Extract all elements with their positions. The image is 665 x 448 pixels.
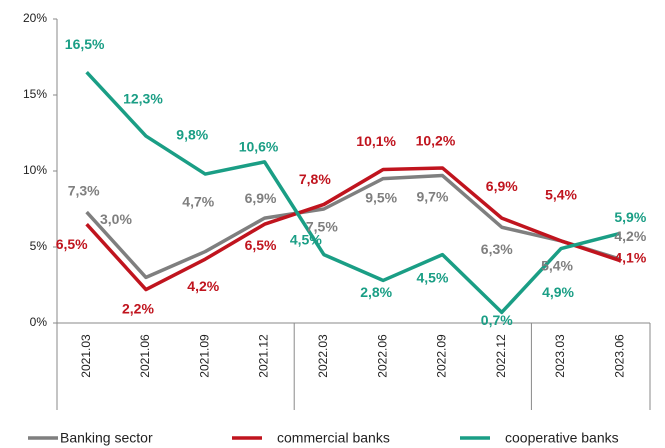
data-label: 4,5% xyxy=(416,269,448,285)
x-tick-label: 2022.09 xyxy=(435,334,449,378)
data-label: 5,9% xyxy=(614,209,646,225)
y-tick-label: 10% xyxy=(23,163,47,177)
data-label: 4,5% xyxy=(290,231,322,247)
data-label: 0,7% xyxy=(481,312,513,328)
x-tick-label: 2021.03 xyxy=(79,334,93,378)
y-tick-label: 15% xyxy=(23,87,47,101)
line-series xyxy=(85,71,621,315)
data-label: 5,4% xyxy=(541,258,573,274)
y-tick-label: 0% xyxy=(30,315,48,329)
x-tick-label: 2023.06 xyxy=(613,334,627,378)
x-tick-label: 2022.12 xyxy=(494,334,508,378)
data-label: 4,2% xyxy=(614,228,646,244)
data-label: 10,6% xyxy=(239,139,279,155)
data-label: 10,2% xyxy=(416,133,456,149)
legend-label: commercial banks xyxy=(277,430,390,446)
data-label: 6,3% xyxy=(481,241,513,257)
data-label: 9,8% xyxy=(176,127,208,143)
line-series xyxy=(85,173,621,280)
x-tick-label: 2023.03 xyxy=(553,334,567,378)
data-label: 2,2% xyxy=(122,300,154,316)
y-tick-label: 20% xyxy=(23,11,47,25)
x-tick-label: 2022.03 xyxy=(316,334,330,378)
y-tick-label: 5% xyxy=(30,239,48,253)
data-label: 7,5% xyxy=(306,219,338,235)
data-label: 6,9% xyxy=(486,178,518,194)
data-label: 7,3% xyxy=(68,183,100,199)
data-label: 3,0% xyxy=(100,211,132,227)
data-label: 4,7% xyxy=(182,193,214,209)
data-label: 7,8% xyxy=(299,171,331,187)
data-label: 9,5% xyxy=(365,189,397,205)
data-label: 9,7% xyxy=(416,188,448,204)
x-tick-label: 2021.12 xyxy=(257,334,271,378)
data-label: 6,9% xyxy=(245,190,277,206)
data-label: 6,5% xyxy=(245,237,277,253)
data-label: 4,2% xyxy=(187,278,219,294)
data-label: 4,1% xyxy=(614,249,646,265)
data-label: 4,9% xyxy=(542,284,574,300)
data-label: 2,8% xyxy=(360,284,392,300)
data-label: 6,5% xyxy=(56,236,88,252)
x-tick-label: 2022.06 xyxy=(375,334,389,378)
legend-label: Banking sector xyxy=(60,430,153,446)
data-label: 12,3% xyxy=(123,91,163,107)
x-tick-label: 2021.09 xyxy=(197,334,211,378)
data-label: 16,5% xyxy=(65,36,105,52)
x-tick-label: 2021.06 xyxy=(138,334,152,378)
legend-label: cooperative banks xyxy=(505,430,619,446)
line-series xyxy=(85,166,621,292)
data-label: 10,1% xyxy=(356,133,396,149)
data-label: 5,4% xyxy=(545,187,577,203)
